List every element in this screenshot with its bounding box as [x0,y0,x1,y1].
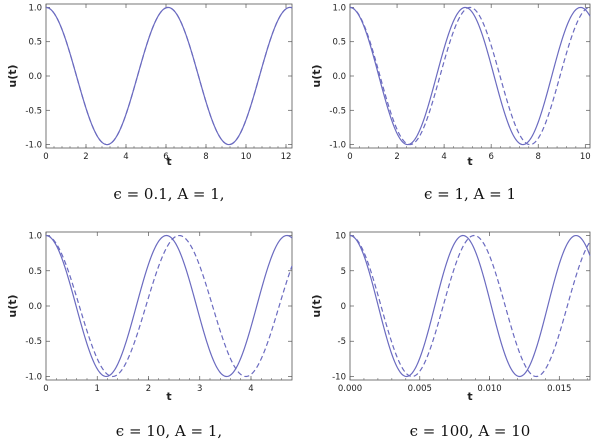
y-tick-label: 10 [335,232,346,242]
y-tick-label: 0.0 [28,302,42,312]
x-tick-label: 1 [95,384,100,394]
x-tick-label: 0.000 [338,384,362,394]
plot-frame [349,231,591,381]
series-dashed-line [349,234,591,378]
y-tick-label: -0.5 [25,337,42,347]
x-tick-label: 10 [241,152,252,162]
y-tick-label: -1.0 [25,372,42,382]
x-tick-label: 0.015 [547,384,571,394]
x-tick-label: 0 [43,152,48,162]
chart-panel-2: 1.0 0.5 0.0 -0.5 -1.00 2 4 6 8 10 t u(t) ϵ = 1, A = … [310,3,591,203]
panel-caption: ϵ = 100, A = 10 [410,422,531,440]
plot-frame [45,231,293,381]
x-tick-label: 2 [394,152,399,162]
x-axis-label: t [467,155,472,168]
y-tick-label: 5 [341,267,346,277]
x-tick-label: 6 [163,152,168,162]
x-tick-label: 0 [347,152,352,162]
panel-caption: ϵ = 1, A = 1 [424,185,516,203]
y-tick-label: 0.5 [28,38,42,48]
series-dashed-line [45,6,293,146]
x-tick-label: 3 [197,384,202,394]
chart-panel-1: 1.0 0.5 0.0 -0.5 -1.00 2 4 6 8 10 12 t u(t) ϵ = 0.1, … [6,3,293,203]
y-tick-label: -0.5 [329,106,346,116]
y-tick-label: -5 [338,337,346,347]
y-tick-label: 1.0 [28,232,42,242]
x-tick-label: 4 [248,384,253,394]
y-tick-label: -0.5 [25,106,42,116]
series-dashed-line [45,234,293,378]
x-tick-label: 8 [203,152,208,162]
series-solid-line [349,6,591,146]
y-tick-label: 0.0 [332,72,346,82]
series-solid-line [45,234,293,378]
y-axis-label: u(t) [6,64,19,87]
x-tick-label: 12 [281,152,292,162]
x-tick-label: 2 [146,384,151,394]
x-tick-label: 2 [83,152,88,162]
y-tick-label: 0.5 [28,267,42,277]
series-solid-line [349,234,591,378]
series-solid-line [45,6,293,146]
series-dashed-line [349,6,591,146]
x-axis-label: t [467,390,472,403]
x-axis-label: t [166,390,171,403]
plot-frame [45,3,293,149]
y-axis-label: u(t) [6,294,19,317]
y-axis-label: u(t) [310,294,323,317]
y-tick-label: 1.0 [28,3,42,13]
y-tick-label: -1.0 [25,141,42,151]
chart-panel-4: 10 5 0 -5 -10 0.000 0.005 0.010 0.015 t u(t) ϵ = 10… [310,231,591,440]
x-tick-label: 10 [580,152,591,162]
panel-caption: ϵ = 10, A = 1, [116,422,222,440]
x-tick-label: 0.010 [477,384,501,394]
x-tick-label: 0 [43,384,48,394]
plot-frame [349,3,591,149]
x-tick-label: 4 [441,152,446,162]
x-axis-label: t [166,155,171,168]
x-tick-label: 0.005 [408,384,432,394]
chart-panel-3: 1.0 0.5 0.0 -0.5 -1.00 1 2 3 4 t u(t) ϵ = 10, A = 1… [6,231,293,440]
y-axis-label: u(t) [310,64,323,87]
y-tick-label: 1.0 [332,3,346,13]
x-tick-label: 6 [488,152,493,162]
x-tick-label: 8 [536,152,541,162]
panel-caption: ϵ = 0.1, A = 1, [113,185,224,203]
y-tick-label: -10 [332,372,346,382]
y-tick-label: 0.0 [28,72,42,82]
x-tick-label: 4 [123,152,128,162]
y-tick-label: -1.0 [329,141,346,151]
y-tick-label: 0 [341,302,346,312]
y-tick-label: 0.5 [332,38,346,48]
